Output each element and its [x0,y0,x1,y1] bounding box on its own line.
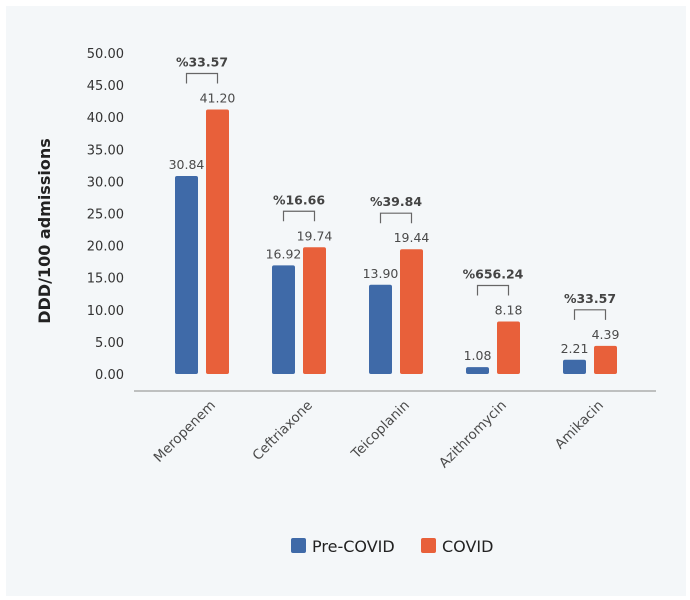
data-label: 30.84 [169,157,205,172]
legend: Pre-COVID COVID [291,537,493,556]
data-label: 16.92 [266,246,302,261]
change-bracket [476,284,510,296]
bar-covid [206,109,229,374]
category-label: Azithromycin [436,398,510,472]
data-label: 2.21 [561,341,589,356]
legend-label-pre-covid: Pre-COVID [312,537,395,556]
y-tick-label: 30.00 [87,175,124,190]
change-annotations: %33.57 %16.66 %39.84 %656.24 %33.57 [176,54,616,320]
bar-pre-covid [175,176,198,374]
y-tick-label: 50.00 [87,47,124,62]
y-tick-label: 25.00 [87,208,124,223]
chart-panel: DDD/100 admissions 0.00 5.00 10.00 15.00 20.… [6,6,686,596]
legend-swatch-covid [421,538,436,553]
bar-pre-covid [369,284,392,374]
category-label: Ceftriaxone [249,398,315,464]
category-labels: Meropenem Ceftriaxone Teicoplanin Azithromy… [151,398,607,472]
data-label: 1.08 [464,348,492,363]
bar-covid [594,345,617,374]
data-label: 41.20 [200,90,236,105]
data-label: 4.39 [592,327,620,342]
change-percent-label: %33.57 [176,54,228,69]
bar-pre-covid [563,359,586,374]
legend-label-covid: COVID [442,537,493,556]
y-tick-label: 45.00 [87,79,124,94]
y-tick-label: 40.00 [87,111,124,126]
change-percent-label: %39.84 [370,194,422,209]
legend-swatch-pre-covid [291,538,306,553]
change-bracket [185,72,219,84]
bar-covid [303,247,326,374]
y-tick-label: 5.00 [95,336,124,351]
data-label: 19.44 [394,230,430,245]
bar-pre-covid [272,265,295,374]
bars [175,109,617,374]
bar-covid [400,249,423,374]
change-percent-label: %33.57 [564,291,616,306]
bar-chart: DDD/100 admissions 0.00 5.00 10.00 15.00 20.… [35,47,656,556]
bar-pre-covid [466,367,489,374]
change-percent-label: %16.66 [273,192,325,207]
y-tick-label: 35.00 [87,143,124,158]
change-percent-label: %656.24 [463,266,524,281]
category-label: Teicoplanin [348,398,413,463]
change-bracket [573,309,607,320]
data-label: 8.18 [495,302,523,317]
y-tick-label: 15.00 [87,272,124,287]
category-label: Amikacin [552,398,607,453]
category-label: Meropenem [151,398,219,466]
data-label: 19.74 [297,228,333,243]
change-bracket [379,212,413,224]
y-axis-ticks: 0.00 5.00 10.00 15.00 20.00 25.00 30.00 35.00 40… [87,47,124,383]
value-labels: 30.84 41.20 16.92 19.74 13.90 19.44 1.08 8.18 2.… [169,90,620,363]
y-tick-label: 20.00 [87,240,124,255]
y-tick-label: 0.00 [95,368,124,383]
bar-covid [497,321,520,374]
y-axis-label: DDD/100 admissions [35,138,54,324]
y-axis-title: DDD/100 admissions [35,138,54,324]
change-bracket [282,210,316,222]
data-label: 13.90 [363,266,399,281]
y-tick-label: 10.00 [87,304,124,319]
